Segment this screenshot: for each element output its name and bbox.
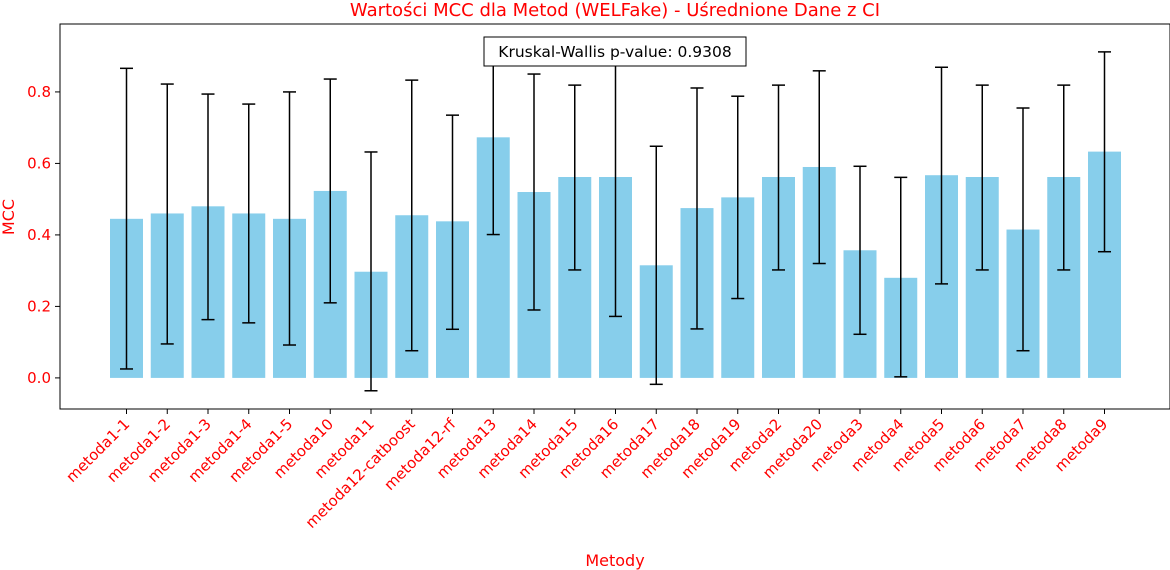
y-tick-label: 0.2	[27, 297, 51, 315]
error-bar-metoda3	[853, 165, 867, 336]
error-bar-metoda1-1	[120, 67, 133, 370]
error-bar-metoda1-3	[201, 93, 215, 321]
error-bar-metoda20	[812, 70, 826, 265]
error-bar-metoda9	[1098, 51, 1111, 253]
error-bars-layer	[120, 39, 1111, 392]
error-bar-metoda12-catboost	[405, 79, 419, 352]
annotation-box: Kruskal-Wallis p-value: 0.9308	[483, 36, 747, 67]
y-tick-label: 0.6	[27, 154, 51, 172]
annotation-frame	[483, 36, 747, 67]
annotation-text: Kruskal-Wallis p-value: 0.9308	[498, 43, 731, 61]
error-bar-metoda12-rf	[446, 114, 459, 331]
error-bar-metoda1-2	[160, 83, 174, 345]
error-bar-metoda6	[975, 84, 989, 271]
y-tick-label: 0.0	[27, 369, 51, 387]
x-axis-label: Metody	[585, 551, 644, 570]
error-bar-metoda15	[568, 84, 582, 271]
y-axis-label: MCC	[0, 199, 18, 235]
error-bar-metoda7	[1016, 107, 1030, 352]
error-bar-metoda5	[935, 66, 948, 285]
y-tick-label: 0.8	[27, 83, 51, 101]
error-bar-metoda17	[649, 145, 663, 386]
error-bar-metoda1-4	[242, 103, 256, 324]
error-bar-metoda11	[364, 151, 378, 392]
error-bar-metoda19	[731, 95, 745, 300]
error-bar-metoda18	[690, 87, 704, 330]
y-axis: 0.0 0.2 0.4 0.6 0.8	[27, 83, 60, 387]
error-bar-metoda2	[772, 84, 785, 271]
x-axis: metoda1-1metoda1-2metoda1-3metoda1-4meto…	[63, 409, 1111, 532]
error-bar-metoda8	[1057, 84, 1071, 271]
error-bar-metoda1-5	[283, 91, 296, 346]
error-bar-metoda10	[323, 78, 337, 304]
error-bar-metoda4	[894, 176, 908, 378]
y-tick-label: 0.4	[27, 226, 51, 244]
chart-title: Wartości MCC dla Metod (WELFake) - Uśred…	[350, 0, 880, 21]
error-bar-metoda14	[527, 73, 541, 311]
